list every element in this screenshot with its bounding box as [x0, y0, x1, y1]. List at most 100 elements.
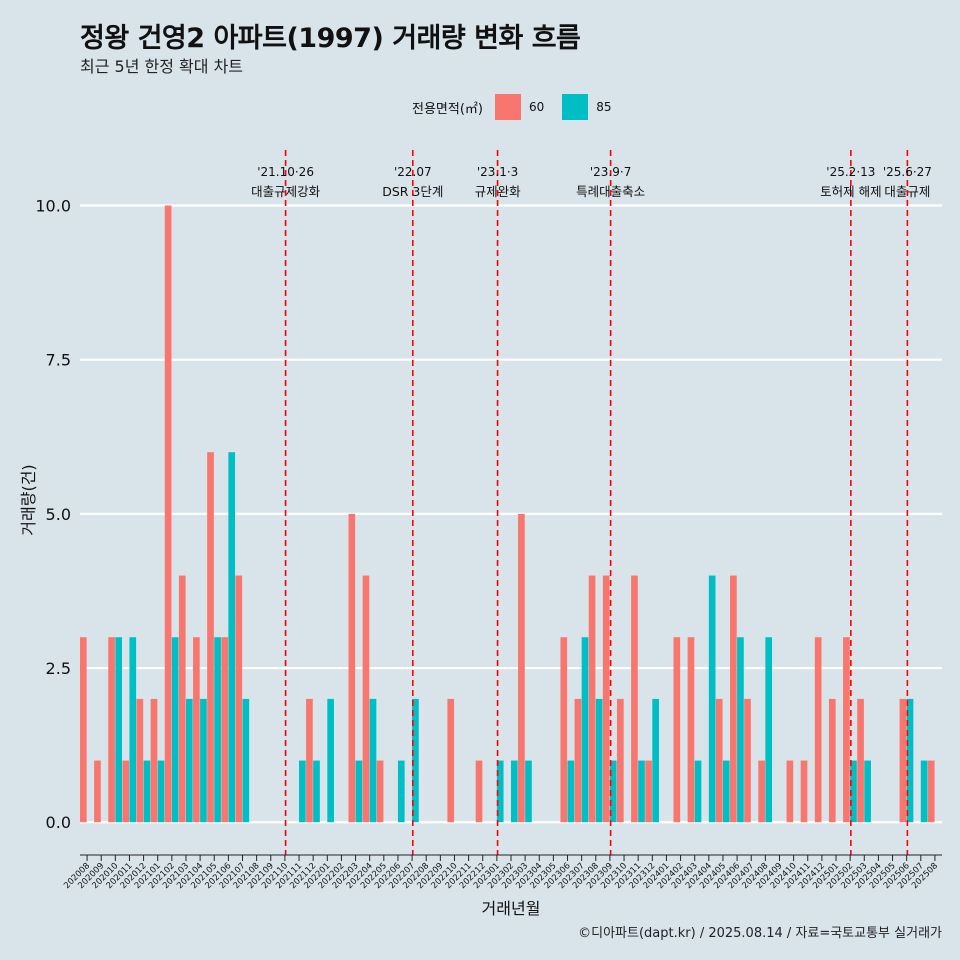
bar-85-202012: [143, 760, 151, 823]
bar-85-202102: [171, 637, 179, 823]
bar-60-202508: [927, 760, 935, 823]
bar-60-202205: [376, 760, 384, 823]
event-label-202502: 토허제 해제: [820, 184, 881, 199]
bar-85-202301: [496, 760, 504, 823]
bar-85-202307: [581, 637, 589, 823]
bar-60-202009: [94, 760, 101, 823]
x-axis-title: 거래년월: [482, 899, 541, 918]
event-label-202309: 특례대출축소: [576, 184, 645, 199]
bar-60-202306: [560, 637, 568, 823]
bar-60-202502: [843, 637, 850, 823]
bar-60-202106: [221, 637, 228, 823]
bar-85-202201: [327, 698, 334, 823]
chart-subtitle: 최근 5년 한정 확대 차트: [80, 57, 244, 76]
bar-85-202101: [157, 760, 165, 823]
legend: 전용면적(㎡) 60 85: [412, 92, 630, 122]
bar-85-202506: [906, 698, 914, 823]
bar-60-202203: [348, 513, 356, 823]
bar-85-202306: [567, 760, 575, 823]
event-date-202110: '21.10·26: [257, 165, 314, 179]
bar-85-202303: [525, 760, 532, 823]
bar-85-202503: [864, 760, 871, 823]
bar-85-202203: [355, 760, 363, 823]
bar-85-202011: [129, 637, 137, 823]
bar-60-202405: [715, 698, 723, 823]
bar-60-202012: [136, 698, 144, 823]
bar-60-202506: [899, 698, 907, 823]
bar-60-202101: [150, 698, 158, 823]
bar-60-202312: [645, 760, 652, 823]
bar-85-202408: [765, 637, 773, 823]
event-label-202207: DSR 3단계: [382, 184, 443, 199]
bar-85-202404: [708, 575, 716, 823]
bar-85-202507: [920, 760, 928, 823]
bar-85-202308: [595, 698, 603, 823]
bar-85-202106: [228, 452, 236, 823]
event-label-202506: 대출규제: [884, 184, 930, 199]
bar-85-202309: [609, 760, 617, 823]
legend-label-60: 60: [528, 100, 545, 114]
bar-85-202204: [369, 698, 377, 823]
y-tick-label: 2.5: [46, 659, 71, 678]
event-date-202207: '22.07: [394, 165, 432, 179]
bar-85-202104: [200, 698, 207, 823]
bar-60-202104: [193, 637, 200, 823]
bar-60-202011: [122, 760, 130, 823]
bar-60-202408: [758, 760, 765, 823]
bar-85-202403: [694, 760, 702, 823]
bar-60-202411: [800, 760, 808, 823]
bar-60-202303: [518, 513, 525, 823]
bar-60-202107: [235, 575, 243, 823]
bar-60-202204: [362, 575, 370, 823]
bar-60-202103: [178, 575, 186, 823]
bar-85-202010: [115, 637, 122, 823]
bar-60-202407: [744, 698, 751, 823]
bar-85-202302: [511, 760, 518, 823]
bar-60-202112: [306, 698, 313, 823]
bar-85-202112: [313, 760, 320, 823]
bar-60-202310: [616, 698, 624, 823]
y-tick-label: 5.0: [46, 505, 71, 524]
bar-60-202309: [602, 575, 610, 823]
bar-60-202008: [80, 637, 87, 823]
bar-85-202311: [638, 760, 645, 823]
bar-60-202503: [857, 698, 864, 823]
bar-85-202103: [185, 698, 193, 823]
legend-key-85: [562, 94, 589, 120]
bar-85-202107: [242, 698, 250, 823]
bar-60-202102: [164, 205, 172, 823]
bar-85-202406: [737, 637, 744, 823]
bar-85-202105: [214, 637, 221, 823]
y-axis-title: 거래량(건): [19, 464, 38, 535]
source-caption: ©디아파트(dapt.kr) / 2025.08.14 / 자료=국토교통부 실…: [578, 926, 942, 941]
event-date-202506: '25.6·27: [883, 165, 932, 179]
bar-60-202402: [673, 637, 681, 823]
event-date-202301: '23.1·3: [477, 165, 518, 179]
bar-60-202403: [687, 637, 695, 823]
bar-60-202311: [631, 575, 638, 823]
legend-label-85: 85: [596, 100, 612, 114]
chart-title: 정왕 건영2 아파트(1997) 거래량 변화 흐름: [80, 23, 581, 54]
y-tick-label: 10.0: [35, 197, 71, 216]
bar-60-202412: [814, 637, 822, 823]
bar-60-202212: [475, 760, 483, 823]
bar-60-202010: [108, 637, 115, 823]
event-date-202502: '25.2·13: [826, 165, 875, 179]
y-tick-label: 0.0: [46, 813, 71, 832]
legend-key-60: [494, 94, 521, 120]
bar-85-202207: [412, 698, 419, 823]
bar-85-202312: [652, 698, 659, 823]
bar-85-202405: [722, 760, 730, 823]
bar-60-202501: [828, 698, 836, 823]
bar-60-202210: [447, 698, 455, 823]
bar-60-202410: [786, 760, 794, 823]
bar-60-202307: [574, 698, 582, 823]
bar-85-202111: [299, 760, 306, 823]
bar-85-202206: [397, 760, 405, 823]
bar-60-202406: [730, 575, 737, 823]
event-label-202110: 대출규제강화: [251, 184, 321, 199]
bar-60-202105: [207, 452, 214, 823]
y-tick-label: 7.5: [46, 351, 71, 370]
bar-85-202502: [850, 760, 857, 823]
